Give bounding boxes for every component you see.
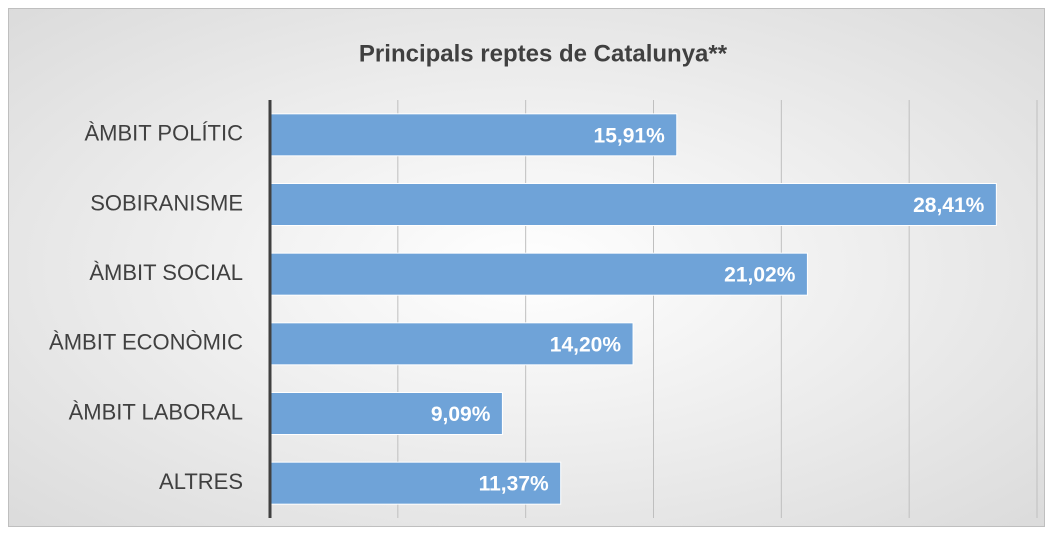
y-tick-label: ÀMBIT LABORAL [69,399,243,424]
bar [269,252,808,296]
y-tick-label: ÀMBIT POLÍTIC [84,121,243,146]
y-tick-label: SOBIRANISME [90,190,243,215]
chart-title: Principals reptes de Catalunya** [359,40,728,67]
data-label: 15,91% [594,124,666,147]
data-label: 28,41% [913,194,985,217]
y-tick-label: ALTRES [159,469,243,494]
bar [269,392,503,435]
bar [269,183,997,226]
data-label: 11,37% [479,473,549,496]
data-label: 14,20% [550,333,622,356]
data-label: 9,09% [431,403,491,426]
bar [269,113,678,157]
y-tick-label: ÀMBIT SOCIAL [89,260,243,285]
data-label: 21,02% [724,264,796,287]
bar [269,461,562,505]
y-tick-label: ÀMBIT ECONÒMIC [49,330,243,355]
